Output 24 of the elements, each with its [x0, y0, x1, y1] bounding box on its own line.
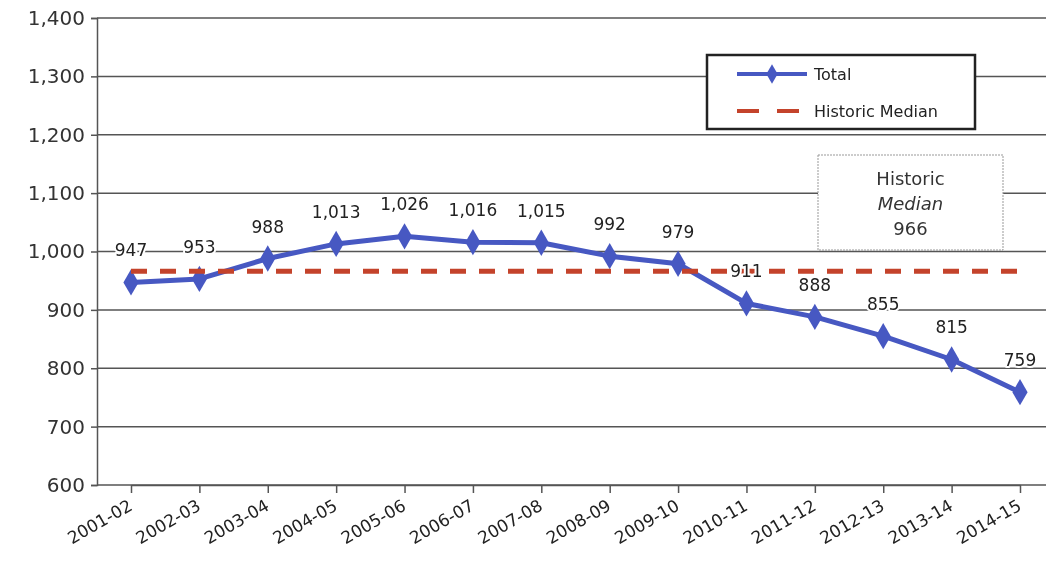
annotation: Historic Median 966	[876, 168, 945, 239]
data-label: 759	[1003, 350, 1037, 371]
data-label: 979	[661, 221, 695, 242]
y-tick-label: 1,000	[27, 239, 85, 264]
y-tick-label: 600	[46, 472, 85, 497]
y-tick-label: 1,200	[27, 122, 85, 147]
data-label: 992	[593, 214, 626, 235]
data-label: 888	[798, 274, 832, 295]
data-label: 988	[251, 216, 284, 237]
legend-label: Historic Median	[814, 102, 938, 121]
data-label: 1,015	[516, 200, 566, 221]
y-tick-label: 1,400	[27, 5, 85, 30]
data-label: 815	[935, 317, 968, 338]
y-tick-label: 700	[46, 414, 85, 439]
y-tick-label: 800	[46, 356, 85, 381]
y-tick-label: 1,100	[27, 181, 85, 206]
y-tick-label: 900	[46, 297, 85, 322]
data-label: 1,016	[448, 200, 498, 221]
legend-label: Total	[813, 65, 852, 84]
data-label: 1,026	[380, 194, 429, 215]
data-label: 911	[730, 261, 763, 282]
data-label: 1,013	[311, 201, 361, 222]
data-label: 855	[867, 294, 900, 315]
y-tick-label: 1,300	[27, 64, 85, 89]
